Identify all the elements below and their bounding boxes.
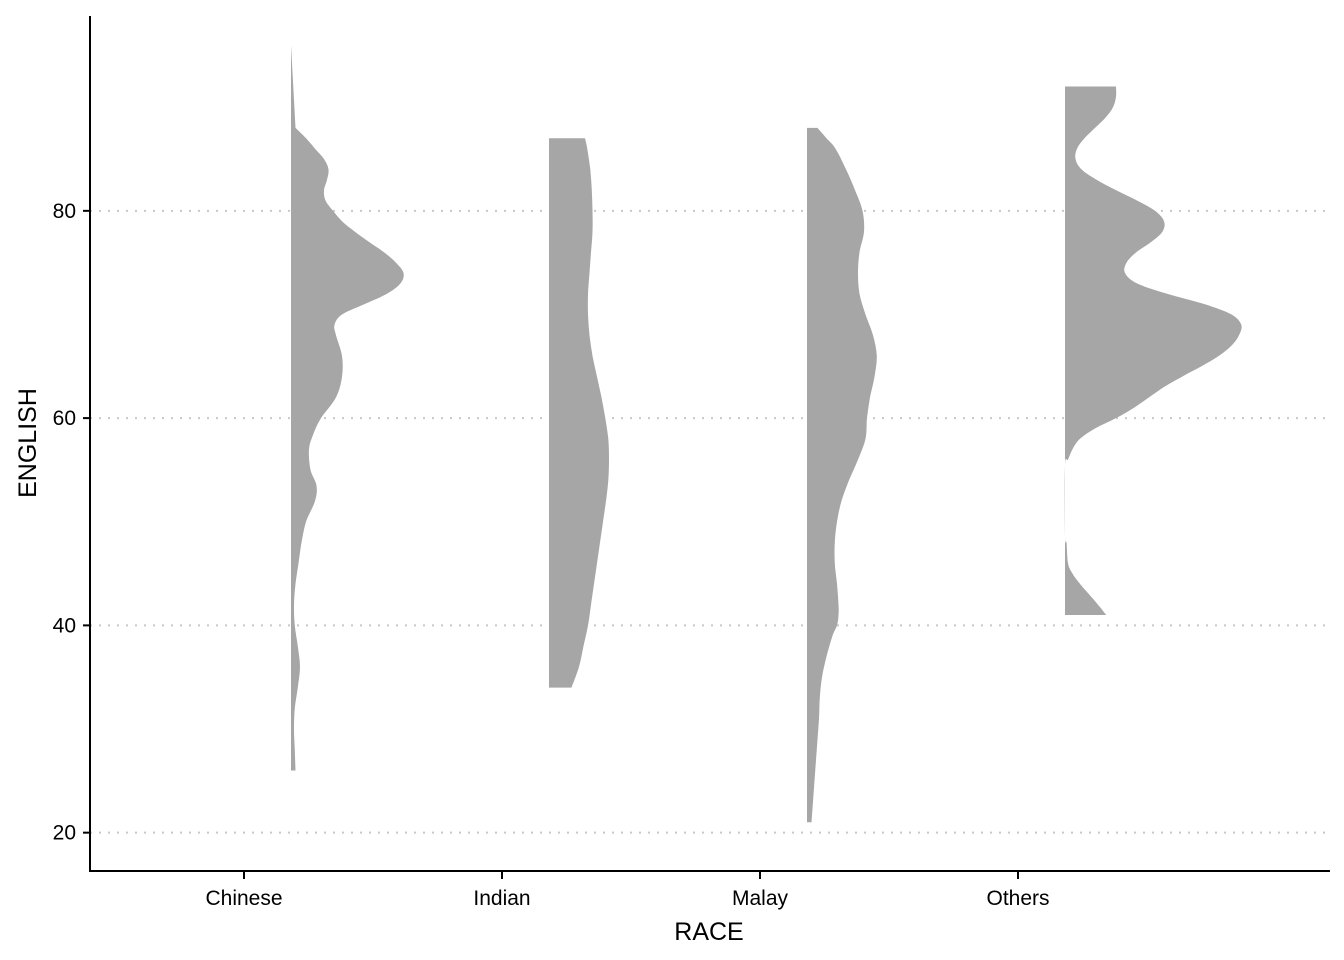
x-tick-label-malay: Malay — [732, 887, 789, 910]
y-tick-label-40: 40 — [53, 614, 76, 637]
x-axis-title: RACE — [674, 918, 743, 946]
y-axis-ticks: 20 40 60 80 — [53, 200, 90, 845]
x-tick-label-others: Others — [986, 887, 1049, 910]
y-tick-label-60: 60 — [53, 407, 76, 430]
x-tick-label-chinese: Chinese — [205, 887, 282, 910]
violin-others — [1064, 86, 1242, 616]
x-axis-ticks: Chinese Indian Malay Others — [205, 871, 1050, 910]
violin-malay — [807, 127, 877, 823]
violin-shapes — [291, 45, 1242, 823]
violin-indian — [549, 138, 609, 688]
y-axis-title: ENGLISH — [14, 388, 42, 498]
violin-chinese — [291, 45, 404, 771]
y-tick-label-20: 20 — [53, 822, 76, 845]
y-tick-label-80: 80 — [53, 200, 76, 223]
x-tick-label-indian: Indian — [473, 887, 530, 910]
